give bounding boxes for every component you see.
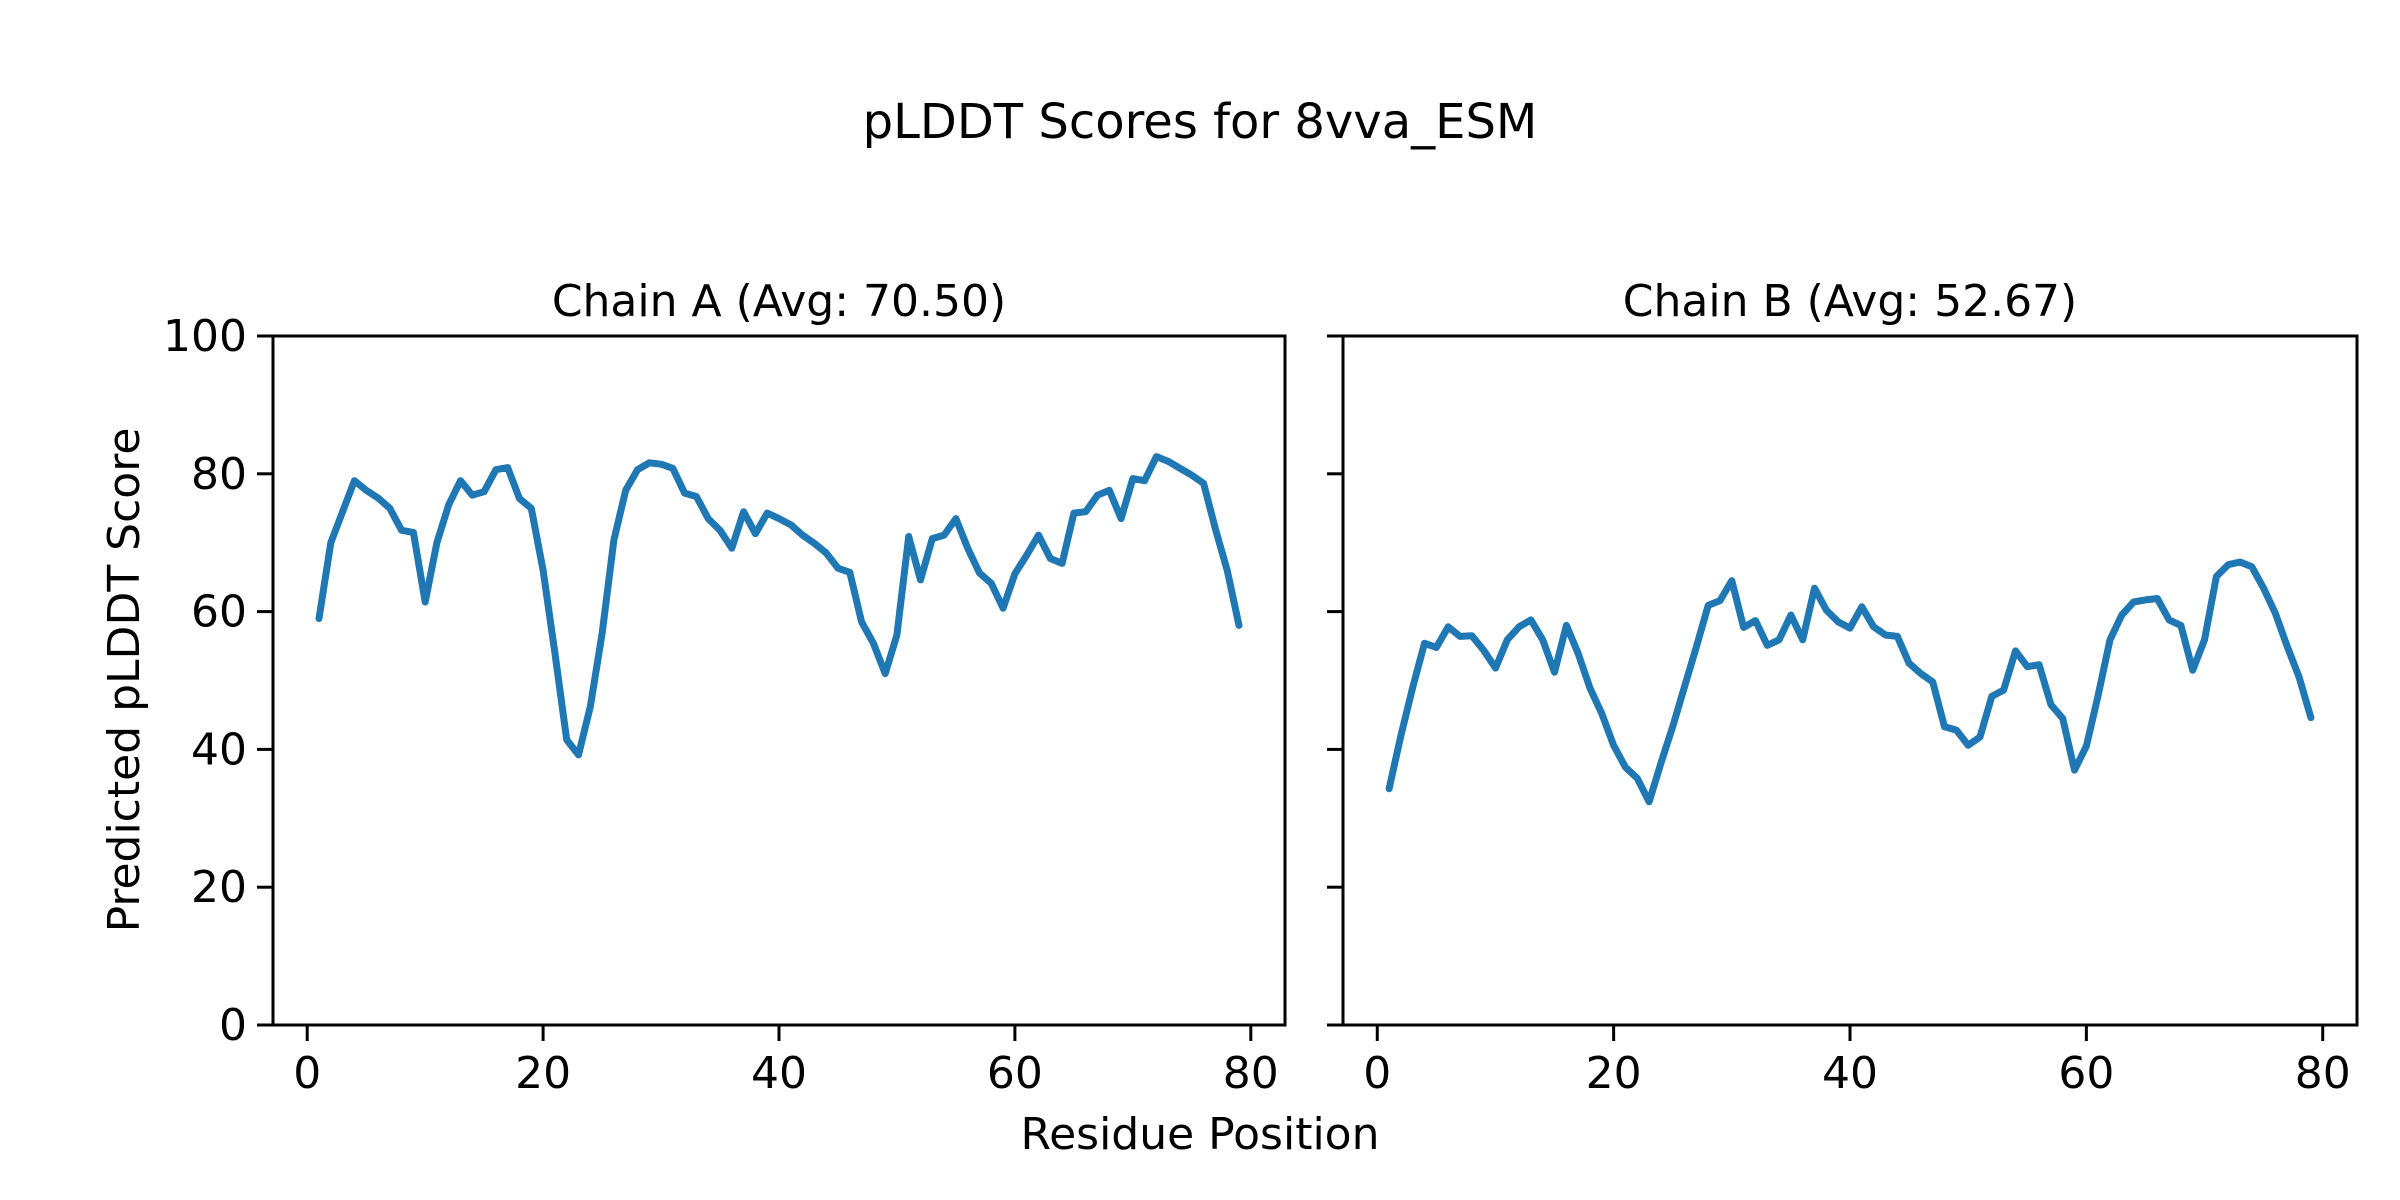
x-tick-label: 80 bbox=[2295, 1048, 2351, 1099]
plddt-line bbox=[1385, 558, 2315, 806]
figure-title: pLDDT Scores for 8vva_ESM bbox=[862, 94, 1538, 150]
x-tick-label: 40 bbox=[1822, 1048, 1878, 1099]
x-tick-label: 0 bbox=[293, 1048, 321, 1099]
x-tick-label: 60 bbox=[2058, 1048, 2114, 1099]
x-tick-label: 40 bbox=[751, 1048, 807, 1099]
y-tick-label: 60 bbox=[191, 587, 247, 638]
x-tick-label: 60 bbox=[987, 1048, 1043, 1099]
y-tick-label: 20 bbox=[191, 862, 247, 913]
x-tick-label: 20 bbox=[1586, 1048, 1642, 1099]
y-tick-label: 40 bbox=[191, 724, 247, 775]
y-tick-label: 0 bbox=[219, 1000, 247, 1051]
axes-spines bbox=[271, 334, 1287, 1027]
chain-b-subplot-title: Chain B (Avg: 52.67) bbox=[1622, 276, 2078, 327]
x-axis-label: Residue Position bbox=[1020, 1109, 1380, 1160]
axes-spines bbox=[1341, 334, 2359, 1027]
chain-b-plot: 0 20 40 60 80 bbox=[1327, 334, 2359, 1099]
x-tick-label: 0 bbox=[1363, 1048, 1391, 1099]
plddt-line bbox=[315, 453, 1243, 759]
x-tick-label: 80 bbox=[1223, 1048, 1279, 1099]
y-tick-label: 100 bbox=[163, 311, 247, 362]
chain-a-plot: 0 20 40 60 80 0 20 40 60 80 100 bbox=[163, 311, 1287, 1099]
y-tick-label: 80 bbox=[191, 449, 247, 500]
y-axis-label: Predicted pLDDT Score bbox=[99, 427, 150, 933]
x-tick-label: 20 bbox=[515, 1048, 571, 1099]
chain-a-subplot-title: Chain A (Avg: 70.50) bbox=[551, 276, 1007, 327]
